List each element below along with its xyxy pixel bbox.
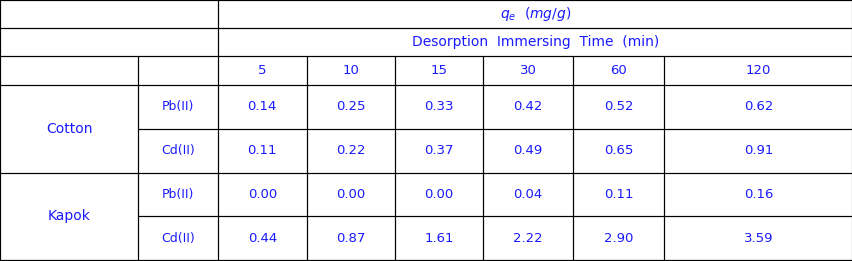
Text: 120: 120: [745, 64, 770, 77]
Text: Kapok: Kapok: [48, 210, 90, 223]
Bar: [663, 56, 852, 85]
Text: 1.61: 1.61: [423, 232, 453, 245]
Bar: [217, 56, 307, 85]
Bar: [217, 0, 852, 28]
Text: 2.90: 2.90: [603, 232, 632, 245]
Bar: [573, 173, 663, 216]
Bar: [217, 173, 307, 216]
Text: 2.22: 2.22: [513, 232, 542, 245]
Bar: [394, 173, 482, 216]
Bar: [394, 216, 482, 260]
Bar: [573, 56, 663, 85]
Bar: [0, 28, 217, 56]
Text: 0.37: 0.37: [423, 144, 453, 157]
Bar: [217, 260, 307, 261]
Bar: [138, 216, 217, 260]
Bar: [138, 128, 217, 173]
Text: 0.00: 0.00: [247, 188, 277, 201]
Bar: [307, 85, 394, 128]
Text: 0.16: 0.16: [743, 188, 772, 201]
Bar: [573, 216, 663, 260]
Text: 0.42: 0.42: [513, 100, 542, 113]
Bar: [394, 85, 482, 128]
Bar: [307, 173, 394, 216]
Text: 0.62: 0.62: [743, 100, 772, 113]
Bar: [307, 260, 394, 261]
Bar: [573, 85, 663, 128]
Bar: [138, 56, 217, 85]
Text: Pb(II): Pb(II): [162, 188, 193, 201]
Bar: [394, 56, 482, 85]
Bar: [0, 173, 138, 260]
Text: 3.59: 3.59: [743, 232, 772, 245]
Bar: [217, 85, 307, 128]
Bar: [482, 173, 573, 216]
Text: 0.00: 0.00: [423, 188, 453, 201]
Bar: [0, 85, 138, 173]
Text: 0.00: 0.00: [336, 188, 366, 201]
Bar: [573, 128, 663, 173]
Bar: [663, 128, 852, 173]
Bar: [663, 173, 852, 216]
Bar: [217, 128, 307, 173]
Bar: [663, 85, 852, 128]
Bar: [394, 260, 482, 261]
Text: 0.44: 0.44: [247, 232, 277, 245]
Bar: [663, 260, 852, 261]
Text: 0.11: 0.11: [247, 144, 277, 157]
Text: Pb(II): Pb(II): [162, 100, 193, 113]
Text: Cd(II): Cd(II): [161, 144, 194, 157]
Bar: [482, 216, 573, 260]
Bar: [307, 216, 394, 260]
Text: 0.22: 0.22: [336, 144, 366, 157]
Text: 15: 15: [430, 64, 446, 77]
Bar: [0, 260, 138, 261]
Bar: [138, 173, 217, 216]
Bar: [0, 0, 217, 28]
Text: 30: 30: [519, 64, 536, 77]
Bar: [217, 216, 307, 260]
Text: 0.14: 0.14: [247, 100, 277, 113]
Text: 0.04: 0.04: [513, 188, 542, 201]
Bar: [307, 128, 394, 173]
Text: Desorption  Immersing  Time  (min): Desorption Immersing Time (min): [412, 35, 658, 49]
Text: $q_e$  $(mg/g)$: $q_e$ $(mg/g)$: [499, 5, 570, 23]
Bar: [138, 260, 217, 261]
Text: 0.33: 0.33: [423, 100, 453, 113]
Bar: [482, 128, 573, 173]
Text: Cotton: Cotton: [46, 122, 92, 135]
Text: 5: 5: [258, 64, 266, 77]
Text: 0.87: 0.87: [336, 232, 366, 245]
Text: 0.25: 0.25: [336, 100, 366, 113]
Text: Cd(II): Cd(II): [161, 232, 194, 245]
Bar: [0, 56, 138, 85]
Text: 10: 10: [343, 64, 359, 77]
Text: 60: 60: [609, 64, 626, 77]
Text: 0.49: 0.49: [513, 144, 542, 157]
Bar: [138, 85, 217, 128]
Bar: [482, 56, 573, 85]
Bar: [394, 128, 482, 173]
Bar: [217, 28, 852, 56]
Text: 0.91: 0.91: [743, 144, 772, 157]
Text: 0.11: 0.11: [603, 188, 632, 201]
Bar: [573, 260, 663, 261]
Bar: [482, 260, 573, 261]
Bar: [307, 56, 394, 85]
Bar: [663, 216, 852, 260]
Text: 0.65: 0.65: [603, 144, 632, 157]
Text: 0.52: 0.52: [603, 100, 632, 113]
Bar: [482, 85, 573, 128]
